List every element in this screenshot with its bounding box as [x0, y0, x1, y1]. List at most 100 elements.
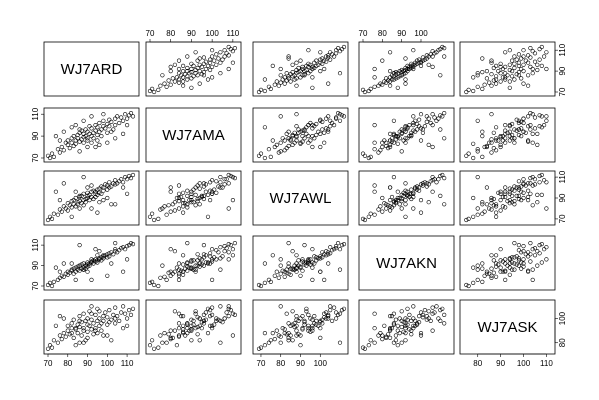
- data-point: [270, 331, 275, 336]
- data-point: [203, 182, 208, 187]
- data-point: [288, 72, 293, 77]
- data-point: [147, 343, 153, 348]
- data-point: [438, 318, 443, 324]
- data-point: [176, 267, 182, 272]
- data-point: [505, 199, 510, 204]
- data-point: [49, 151, 55, 156]
- data-point: [124, 257, 130, 262]
- data-point: [539, 63, 544, 68]
- data-point: [105, 195, 110, 201]
- data-point: [185, 241, 190, 246]
- data-point: [95, 318, 100, 324]
- data-point: [539, 114, 544, 119]
- data-point: [417, 320, 422, 325]
- data-point: [120, 180, 126, 185]
- data-point: [306, 328, 311, 333]
- data-point: [272, 337, 277, 342]
- data-point: [195, 196, 200, 202]
- data-point: [214, 318, 219, 324]
- data-point: [507, 261, 512, 266]
- data-point: [294, 112, 299, 117]
- data-point: [484, 76, 490, 81]
- data-point: [97, 129, 102, 134]
- data-point: [528, 110, 533, 116]
- data-point: [405, 63, 410, 68]
- data-point: [286, 129, 291, 134]
- data-point: [397, 316, 402, 321]
- data-point: [87, 263, 92, 268]
- data-point: [216, 250, 221, 255]
- data-point: [417, 124, 422, 129]
- data-point: [300, 128, 305, 133]
- tick-label: 70: [44, 359, 53, 368]
- data-point: [372, 340, 377, 345]
- data-point: [516, 69, 522, 75]
- data-point: [489, 58, 494, 63]
- data-point: [395, 195, 400, 201]
- data-point: [69, 261, 74, 266]
- data-point: [152, 282, 157, 288]
- data-point: [380, 195, 385, 201]
- data-point: [403, 202, 408, 207]
- data-point: [384, 202, 389, 207]
- data-point: [292, 140, 297, 145]
- data-point: [286, 136, 291, 141]
- data-point: [152, 217, 157, 223]
- data-point: [168, 64, 173, 69]
- data-point: [203, 66, 208, 72]
- data-point: [528, 45, 533, 51]
- data-point: [399, 196, 404, 202]
- data-point: [128, 241, 134, 246]
- data-point: [399, 149, 404, 154]
- data-point: [77, 263, 82, 268]
- data-point: [403, 77, 408, 82]
- data-point: [97, 200, 102, 205]
- data-point: [537, 180, 542, 185]
- data-point: [67, 146, 72, 151]
- data-point: [69, 125, 74, 130]
- data-point: [326, 114, 331, 119]
- data-point: [71, 335, 76, 341]
- data-point: [168, 273, 173, 278]
- data-point: [115, 114, 120, 119]
- data-point: [57, 138, 63, 143]
- data-point: [197, 316, 202, 321]
- data-point: [430, 49, 435, 54]
- data-point: [288, 137, 293, 142]
- data-point: [464, 153, 469, 158]
- data-point: [199, 193, 204, 198]
- data-point: [95, 125, 100, 130]
- data-point: [475, 73, 480, 78]
- data-point: [326, 127, 331, 132]
- data-point: [278, 257, 283, 262]
- tick-label: 70: [31, 153, 40, 162]
- data-point: [201, 263, 206, 268]
- data-point: [509, 187, 515, 192]
- data-point: [496, 262, 501, 267]
- data-point: [101, 185, 106, 190]
- tick-label: 70: [558, 214, 567, 223]
- data-point: [403, 323, 408, 328]
- data-point: [360, 216, 366, 221]
- data-point: [498, 247, 503, 252]
- data-point: [160, 73, 165, 78]
- data-point: [210, 54, 215, 59]
- data-point: [530, 66, 535, 72]
- data-point: [312, 136, 317, 141]
- data-point: [489, 83, 494, 88]
- data-point: [181, 262, 186, 267]
- panel-WJ7AKN-vs-WJ7AKN: WJ7AKN: [358, 235, 455, 291]
- tick-label: 80: [473, 359, 482, 368]
- data-point: [85, 144, 90, 150]
- data-point: [310, 144, 315, 150]
- data-point: [489, 253, 494, 258]
- data-point: [505, 263, 510, 268]
- data-point: [87, 124, 92, 129]
- data-point: [278, 149, 283, 154]
- data-point: [403, 316, 408, 321]
- bottom-axis-WJ7ARD: 70 80 90 100 110: [44, 353, 134, 368]
- data-point: [409, 134, 414, 139]
- data-point: [528, 181, 533, 186]
- data-point: [290, 142, 295, 147]
- data-point: [314, 318, 319, 324]
